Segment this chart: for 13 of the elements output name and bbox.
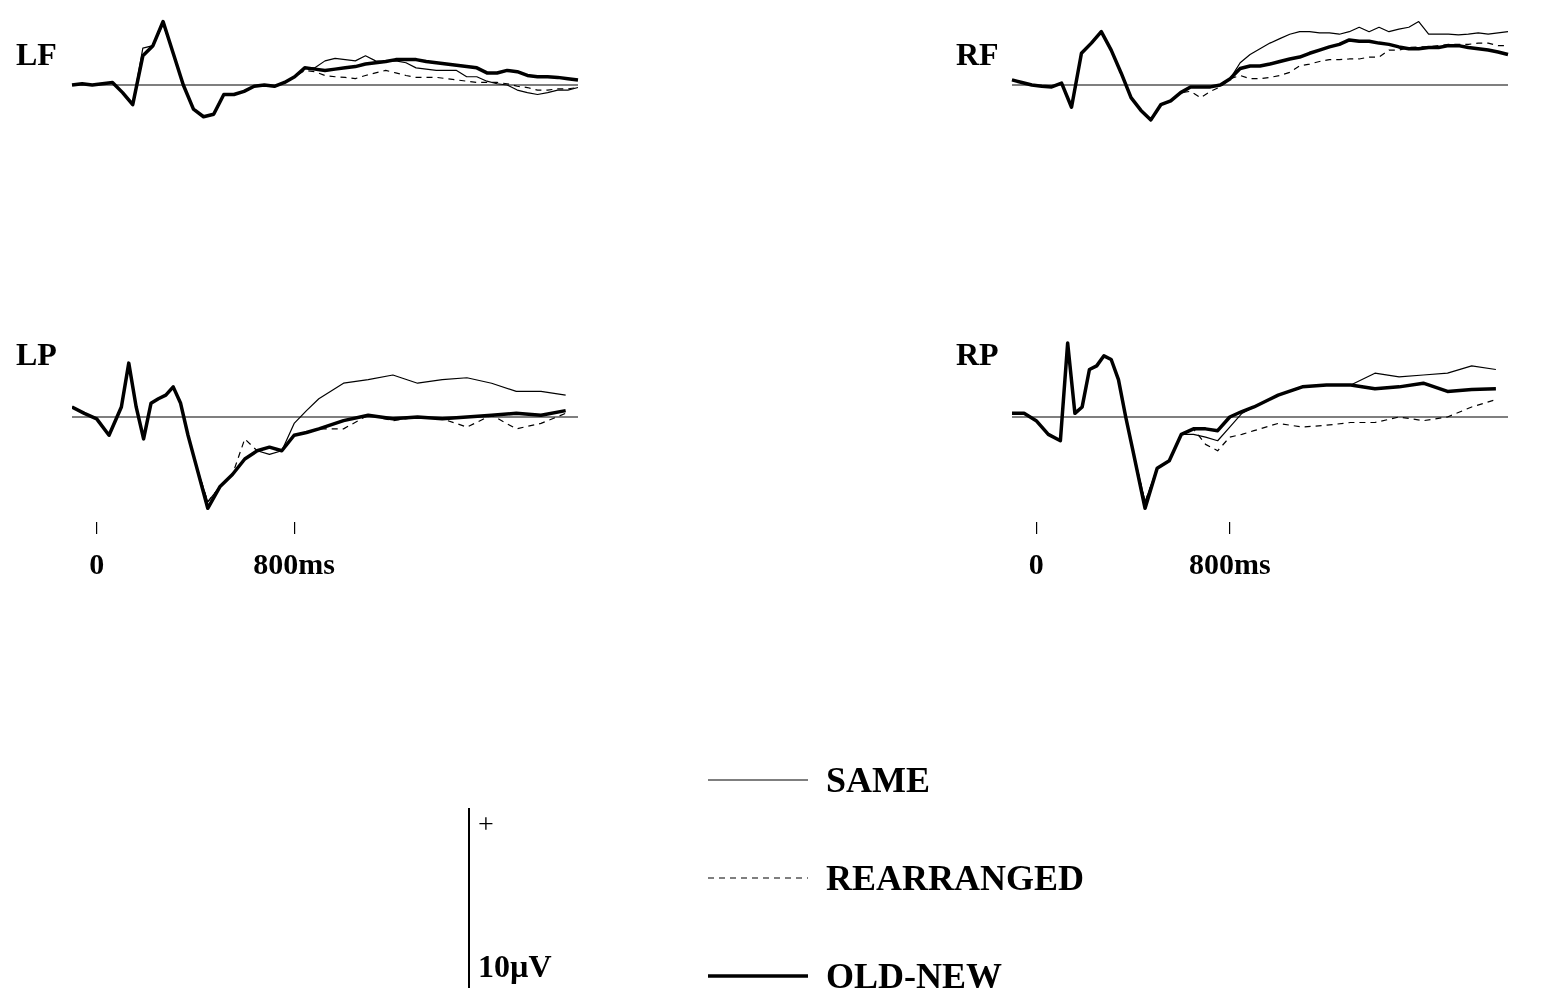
text: 10µV [478, 948, 552, 985]
text: + [478, 808, 494, 840]
chart-title: RP [956, 336, 999, 373]
legend-label: OLD-NEW [826, 955, 1003, 991]
x-tick-label: 800ms [1188, 546, 1271, 580]
chart-title: LP [16, 336, 57, 373]
x-tick-label: 800ms [253, 546, 335, 580]
text: RF [956, 36, 999, 73]
legend-label: REARRANGED [826, 857, 1085, 899]
text: LF [16, 36, 57, 73]
x-tick-label: 0 [89, 546, 105, 580]
x-tick-label: 0 [1028, 546, 1044, 580]
legend-label: SAME [826, 759, 931, 801]
